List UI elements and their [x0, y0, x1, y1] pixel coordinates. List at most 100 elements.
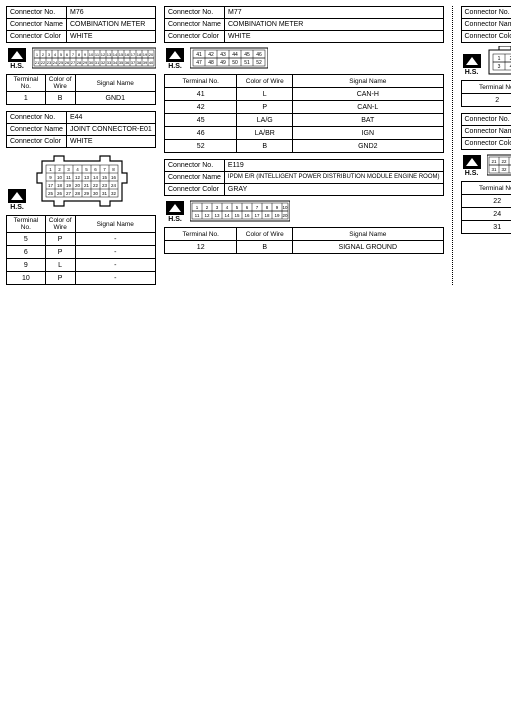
- svg-text:41: 41: [196, 52, 202, 58]
- svg-text:13: 13: [214, 213, 220, 218]
- svg-text:24: 24: [111, 183, 117, 188]
- svg-text:15: 15: [234, 213, 240, 218]
- connector-info-table: Connector No.E120 Connector NameIPDM E/R…: [461, 113, 511, 150]
- page: Connector No.M76 Connector NameCOMBINATI…: [6, 6, 505, 285]
- svg-text:6: 6: [246, 205, 249, 210]
- value-connector-color: WHITE: [67, 31, 156, 43]
- pin-table: Terminal No.Color of WireSignal Name 41L…: [164, 74, 444, 153]
- svg-text:36: 36: [125, 60, 130, 65]
- svg-text:15: 15: [102, 175, 108, 180]
- connector-block-e40: Connector No.E40 Connector NameWIRE TO W…: [461, 6, 511, 107]
- pin-table: Terminal No.Color of WireSignal Name 1BG…: [6, 74, 156, 105]
- svg-text:11: 11: [95, 52, 100, 57]
- hs-icon: H.S.: [6, 48, 28, 70]
- pin-table: Terminal No.Color of WireSignal Name 12B…: [164, 227, 444, 254]
- svg-text:32: 32: [111, 191, 117, 196]
- column-3: Connector No.E40 Connector NameWIRE TO W…: [461, 6, 511, 285]
- connector-diagram: 12345678 910111213141516 171819202122232…: [32, 151, 132, 211]
- pin-table: Terminal No.Color of WireSignal Name 5P-…: [6, 215, 156, 285]
- column-1: Connector No.M76 Connector NameCOMBINATI…: [6, 6, 156, 285]
- value-connector-name: COMBINATION METER: [67, 19, 156, 31]
- svg-text:5: 5: [85, 167, 88, 172]
- connector-block-m77: Connector No.M77 Connector NameCOMBINATI…: [164, 6, 444, 153]
- table-row: 12BSIGNAL GROUND: [165, 241, 444, 254]
- svg-text:8: 8: [266, 205, 269, 210]
- svg-text:8: 8: [78, 52, 81, 57]
- svg-text:24: 24: [53, 60, 58, 65]
- table-row: 5P-: [7, 233, 156, 246]
- svg-text:32: 32: [101, 60, 106, 65]
- svg-text:14: 14: [93, 175, 99, 180]
- svg-text:35: 35: [119, 60, 124, 65]
- svg-text:22: 22: [93, 183, 99, 188]
- svg-text:19: 19: [274, 213, 280, 218]
- svg-text:17: 17: [48, 183, 54, 188]
- svg-text:13: 13: [84, 175, 90, 180]
- svg-text:22: 22: [41, 60, 46, 65]
- connector-info-table: Connector No.M76 Connector NameCOMBINATI…: [6, 6, 156, 43]
- svg-text:15: 15: [119, 52, 124, 57]
- svg-text:43: 43: [220, 52, 226, 58]
- value-connector-no: M76: [67, 7, 156, 19]
- svg-text:10: 10: [57, 175, 63, 180]
- svg-text:3: 3: [497, 64, 500, 70]
- svg-text:3: 3: [67, 167, 70, 172]
- connector-block-e44: Connector No.E44 Connector NameJOINT CON…: [6, 111, 156, 285]
- svg-text:21: 21: [491, 159, 497, 164]
- svg-text:38: 38: [137, 60, 142, 65]
- svg-text:9: 9: [49, 175, 52, 180]
- svg-text:4: 4: [54, 52, 57, 57]
- svg-text:23: 23: [102, 183, 108, 188]
- column-divider: [452, 6, 453, 285]
- svg-text:17: 17: [254, 213, 260, 218]
- table-row: 46LA/BRIGN: [165, 127, 444, 140]
- svg-text:3: 3: [216, 205, 219, 210]
- table-row: 1BGND1: [7, 92, 156, 105]
- svg-text:4: 4: [76, 167, 79, 172]
- svg-text:16: 16: [111, 175, 117, 180]
- pin-table: Terminal No.Color of WireSignal Name 22P…: [461, 181, 511, 234]
- table-row: 52BGND2: [165, 140, 444, 153]
- svg-text:19: 19: [66, 183, 72, 188]
- table-row: 9L-: [7, 259, 156, 272]
- svg-text:18: 18: [57, 183, 63, 188]
- svg-text:8: 8: [112, 167, 115, 172]
- connector-diagram: 12345678910 11121314151617181920: [190, 199, 290, 223]
- connector-diagram: 414243444546 474849505152: [190, 46, 268, 70]
- svg-text:17: 17: [131, 52, 136, 57]
- svg-text:16: 16: [244, 213, 250, 218]
- svg-text:12: 12: [101, 52, 106, 57]
- table-row: 42PCAN-L: [165, 101, 444, 114]
- svg-text:6: 6: [94, 167, 97, 172]
- svg-text:25: 25: [59, 60, 64, 65]
- connector-block-e119: Connector No.E119 Connector NameIPDM E/R…: [164, 159, 444, 254]
- svg-text:10: 10: [89, 52, 94, 57]
- table-row: 41LCAN-H: [165, 88, 444, 101]
- svg-text:49: 49: [220, 60, 226, 66]
- svg-text:1: 1: [196, 205, 199, 210]
- svg-text:46: 46: [256, 52, 262, 58]
- svg-text:20: 20: [75, 183, 81, 188]
- svg-text:40: 40: [149, 60, 154, 65]
- svg-text:5: 5: [60, 52, 63, 57]
- svg-text:14: 14: [224, 213, 230, 218]
- reference-code: AALIA2129GB: [461, 242, 511, 249]
- column-2: Connector No.M77 Connector NameCOMBINATI…: [164, 6, 444, 285]
- connector-info-table: Connector No.E44 Connector NameJOINT CON…: [6, 111, 156, 148]
- svg-text:7: 7: [72, 52, 75, 57]
- svg-text:11: 11: [66, 175, 71, 180]
- label-connector-color: Connector Color: [7, 31, 67, 43]
- label-connector-no: Connector No.: [7, 7, 67, 19]
- connector-info-table: Connector No.M77 Connector NameCOMBINATI…: [164, 6, 444, 43]
- hs-icon: H.S.: [461, 54, 483, 76]
- svg-text:51: 51: [244, 60, 250, 66]
- svg-text:1: 1: [49, 167, 52, 172]
- svg-text:30: 30: [93, 191, 99, 196]
- connector-diagram: 12 34: [487, 46, 511, 76]
- svg-text:18: 18: [137, 52, 142, 57]
- svg-text:10: 10: [282, 205, 288, 210]
- svg-text:3: 3: [48, 52, 51, 57]
- table-row: 10P-: [7, 272, 156, 285]
- svg-text:30: 30: [89, 60, 94, 65]
- svg-text:48: 48: [208, 60, 214, 66]
